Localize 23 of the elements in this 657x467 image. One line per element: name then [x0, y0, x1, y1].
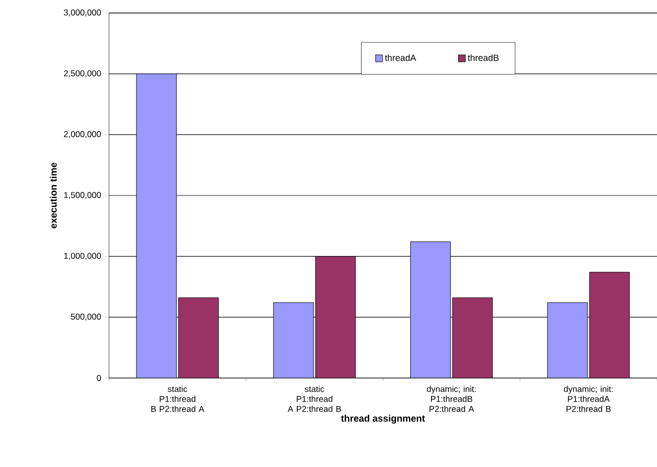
y-tick-label: 0: [96, 375, 101, 381]
y-tick-label: 500,000: [70, 314, 101, 321]
y-tick-label: 3,000,000: [64, 10, 101, 16]
bar: [273, 302, 314, 378]
y-tick-label: 2,000,000: [64, 131, 101, 138]
x-tick-label: dynamic; init: P1:threadB P2:thread A: [426, 386, 476, 412]
bar: [452, 297, 493, 378]
x-tick-label: static P1:thread B P2:thread A: [151, 386, 204, 412]
bar: [589, 272, 630, 378]
bar: [136, 74, 177, 378]
y-tick-label: 1,500,000: [64, 192, 101, 199]
legend-label: threadB: [468, 54, 499, 61]
x-tick-label: dynamic; init: P1:threadA P2:thread B: [564, 386, 613, 412]
y-axis-title: execution time: [50, 162, 57, 228]
x-tick-label: static P1:thread A P2:thread B: [288, 386, 341, 412]
bar: [178, 297, 219, 378]
x-axis-title: thread assignment: [341, 414, 425, 424]
y-tick-label: 2,500,000: [64, 70, 101, 78]
y-tick-label: 1,000,000: [64, 252, 101, 260]
bar: [547, 302, 588, 378]
bar: [315, 256, 356, 378]
bar: [410, 241, 451, 378]
legend-label: threadA: [384, 54, 416, 61]
